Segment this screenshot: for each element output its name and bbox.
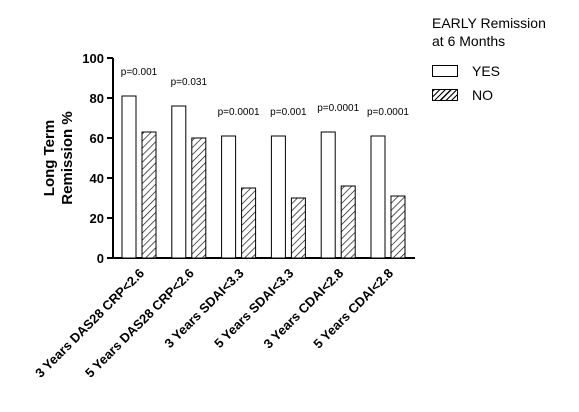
bars — [121, 95, 406, 259]
bar-no — [241, 187, 257, 259]
p-value-annotations: p=0.001 p=0.031 p=0.0001 p=0.001 p=0.0001 p=0… — [121, 67, 410, 118]
legend-label-yes: YES — [472, 63, 501, 79]
axes: 0 20 40 60 80 100 — [82, 51, 415, 266]
legend-title: EARLY Remission at 6 Months — [432, 14, 546, 50]
bar-yes — [270, 135, 286, 259]
y-axis-title-line: Remission % — [59, 111, 76, 204]
y-tick-label: 100 — [82, 51, 104, 66]
bar-no — [340, 185, 356, 259]
legend-title-line-2: at 6 Months — [432, 33, 506, 49]
p-value-annotation: p=0.0001 — [317, 103, 359, 114]
bar-yes — [370, 135, 386, 259]
legend-title-line-1: EARLY Remission — [432, 15, 546, 31]
y-axis-title-line: Long Term — [41, 120, 58, 196]
p-value-annotation: p=0.001 — [270, 107, 307, 118]
bar-no — [191, 137, 207, 259]
y-tick-label: 20 — [90, 211, 104, 226]
legend-item-no: NO — [432, 87, 493, 103]
y-tick-label: 0 — [97, 251, 104, 266]
bar-no — [390, 195, 406, 259]
p-value-annotation: p=0.0001 — [218, 107, 260, 118]
y-tick-label: 80 — [90, 91, 104, 106]
bar-yes — [121, 95, 137, 259]
legend-swatch-hatched — [432, 89, 458, 101]
x-tick-labels: 3 Years DAS28 CRP<2.65 Years DAS28 CRP<2… — [32, 266, 396, 381]
y-tick-label: 40 — [90, 171, 104, 186]
y-axis-title: Long Term Remission % — [41, 111, 76, 204]
bar-no — [141, 131, 157, 259]
legend-item-yes: YES — [432, 63, 501, 79]
p-value-annotation: p=0.0001 — [367, 107, 409, 118]
legend-label-no: NO — [472, 87, 493, 103]
bar-yes — [221, 135, 237, 259]
bar-no — [290, 197, 306, 259]
p-value-annotation: p=0.001 — [121, 67, 158, 78]
bar-yes — [320, 131, 336, 259]
p-value-annotation: p=0.031 — [171, 77, 208, 88]
legend-swatch-open — [432, 65, 458, 77]
bar-yes — [171, 105, 187, 259]
y-tick-label: 60 — [90, 131, 104, 146]
